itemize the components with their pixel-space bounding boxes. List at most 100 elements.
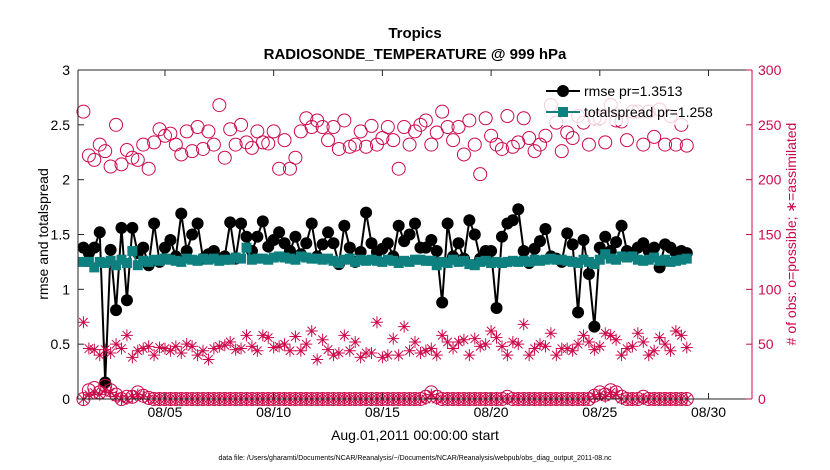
assimilated-point [115, 342, 128, 355]
possible-point [505, 139, 520, 154]
totalspread-point [284, 253, 295, 264]
totalspread-point [567, 256, 578, 267]
rmse-point [468, 228, 481, 241]
assimilated-point [245, 340, 258, 353]
rmse-point [430, 244, 443, 257]
possible-point [261, 136, 276, 151]
assimilated-point [197, 344, 210, 357]
legend-rmse-label: rmse pr=1.3513 [584, 83, 683, 99]
assimilated-point [512, 338, 525, 351]
assimilated-low-point [110, 390, 123, 403]
assimilated-low-point [88, 386, 101, 399]
totalspread-point [236, 253, 247, 264]
rmse-point [512, 203, 525, 216]
legend-totalspread-marker [558, 107, 568, 117]
totalspread-point [529, 254, 540, 265]
assimilated-point [620, 342, 633, 355]
assimilated-point [447, 342, 460, 355]
possible-point [141, 161, 156, 176]
rmse-point [343, 241, 356, 254]
assimilated-point [631, 327, 644, 340]
rmse-point [506, 214, 519, 227]
assimilated-point [680, 341, 693, 354]
rmse-point [338, 219, 351, 232]
possible-point [244, 140, 259, 155]
assimilated-point [648, 344, 661, 357]
totalspread-point [410, 254, 420, 265]
assimilated-point [441, 335, 454, 348]
assimilated-point [218, 339, 231, 352]
possible-point [402, 137, 417, 152]
totalspread-point [198, 253, 209, 264]
totalspread-point [665, 256, 676, 267]
possible-point [440, 120, 455, 135]
totalspread-point [551, 254, 562, 265]
assimilated-point [485, 325, 498, 338]
assimilated-point [327, 349, 340, 362]
y-right-tick-label: 250 [758, 117, 782, 133]
rmse-point [566, 238, 579, 251]
y-left-tick-label: 2 [62, 172, 70, 188]
possible-point [217, 150, 232, 165]
assimilated-point [343, 344, 356, 357]
assimilated-point [653, 331, 666, 344]
assimilated-low-point [93, 388, 106, 401]
totalspread-point [187, 254, 198, 265]
assimilated-point [175, 346, 188, 359]
y-right-tick-label: 200 [758, 172, 782, 188]
assimilated-point [186, 340, 199, 353]
possible-point [326, 120, 341, 135]
assimilated-point [642, 349, 655, 362]
rmse-point [539, 223, 552, 236]
assimilated-point [88, 343, 101, 356]
totalspread-point [312, 253, 323, 264]
possible-point [647, 129, 662, 144]
totalspread-point [214, 255, 225, 266]
assimilated-point [120, 329, 133, 342]
assimilated-point [311, 353, 324, 366]
possible-point [418, 113, 433, 128]
totalspread-point [339, 254, 350, 265]
totalspread-point [404, 256, 415, 267]
possible-point [636, 137, 651, 152]
totalspread-point [649, 252, 660, 263]
y-left-tick-label: 2.5 [51, 117, 71, 133]
totalspread-point [241, 242, 252, 253]
assimilated-point [283, 344, 296, 357]
y-axis-right-label: # of obs: o=possible; ∗=assimilated [783, 123, 799, 346]
assimilated-point [599, 327, 612, 340]
assimilated-point [452, 335, 465, 348]
totalspread-point [355, 254, 366, 265]
assimilated-point [289, 330, 302, 343]
legend: rmse pr=1.3513 totalspread pr=1.258 [538, 77, 746, 125]
assimilated-point [381, 349, 394, 362]
assimilated-point [300, 338, 313, 351]
possible-point [119, 143, 134, 158]
assimilated-point [142, 340, 155, 353]
assimilated-point [180, 338, 193, 351]
rmse-point [582, 267, 595, 280]
totalspread-point [469, 260, 480, 271]
y-right-tick-label: 150 [758, 227, 782, 243]
totalspread-point [279, 252, 290, 263]
rmse-point [409, 217, 421, 230]
totalspread-point [78, 256, 89, 267]
assimilated-point [528, 342, 541, 355]
totalspread-point [366, 254, 377, 265]
possible-point [337, 113, 352, 128]
assimilated-point [370, 316, 383, 329]
possible-point [255, 135, 270, 150]
possible-point [554, 144, 569, 159]
possible-point [565, 130, 580, 145]
x-axis-label: Aug.01,2011 00:00:00 start [331, 427, 499, 443]
assimilated-point [354, 351, 367, 364]
totalspread-point [524, 256, 535, 267]
assimilated-point [561, 342, 574, 355]
assimilated-point [539, 340, 552, 353]
assimilated-point [588, 343, 601, 356]
assimilated-point [202, 353, 215, 366]
totalspread-point [105, 255, 116, 266]
totalspread-point [660, 254, 671, 265]
possible-point [359, 139, 374, 154]
